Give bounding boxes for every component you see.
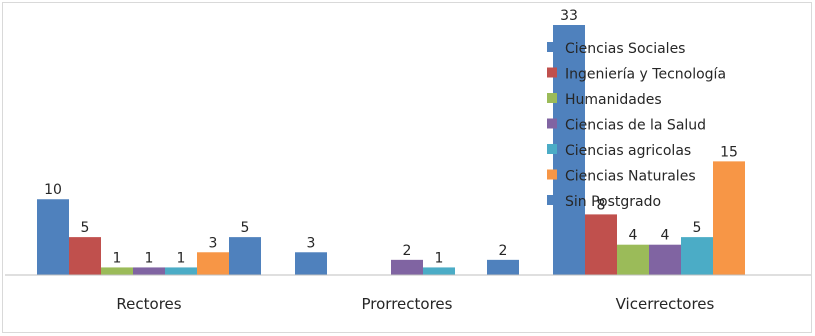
legend-swatch-ciencias-sociales	[547, 42, 557, 52]
chart-frame: 10 5 1 1 1 3 5 3 2 1 2 33 8 4 4 5 15 Rectores Prorrectore…	[2, 2, 812, 333]
data-label-ciencias-naturales-vicerrectores: 15	[720, 144, 738, 160]
legend-swatch-ciencias-agricolas	[547, 144, 557, 154]
data-label-ciencias-de-la-salud-prorrectores: 2	[403, 243, 412, 259]
legend-swatch-ciencias-de-la-salud	[547, 118, 557, 129]
category-label-vicerrectores: Vicerrectores	[616, 295, 715, 313]
bars-layer	[37, 25, 745, 275]
legend-swatch-ingenieria-y-tecnologia	[547, 67, 557, 78]
data-label-humanidades-vicerrectores: 4	[629, 228, 638, 244]
bar-ciencias-naturales-rectores	[197, 252, 229, 275]
legend-label-sin-postgrado: Sin Postgrado	[565, 194, 661, 210]
data-label-ciencias-sociales-vicerrectores: 33	[560, 8, 578, 24]
bar-humanidades-vicerrectores	[617, 244, 649, 275]
data-label-ciencias-de-la-salud-rectores: 1	[145, 250, 154, 266]
category-label-rectores: Rectores	[116, 295, 181, 313]
bar-humanidades-rectores	[101, 267, 133, 275]
data-label-ingenieria-y-tecnologia-rectores: 5	[81, 220, 90, 236]
bar-sin-postgrado-rectores	[229, 237, 261, 275]
legend-label-humanidades: Humanidades	[565, 92, 662, 108]
legend-label-ciencias-sociales: Ciencias Sociales	[565, 41, 685, 57]
category-labels-layer: Rectores Prorrectores Vicerrectores	[116, 295, 714, 313]
bar-chart: 10 5 1 1 1 3 5 3 2 1 2 33 8 4 4 5 15 Rectores Prorrectore…	[5, 8, 811, 313]
legend-label-ciencias-agricolas: Ciencias agricolas	[565, 143, 691, 159]
legend-label-ciencias-de-la-salud: Ciencias de la Salud	[565, 118, 706, 134]
legend-swatch-sin-postgrado	[547, 195, 557, 205]
bar-ciencias-naturales-vicerrectores	[713, 161, 745, 275]
legend: Ciencias Sociales Ingeniería y Tecnología…	[547, 41, 726, 210]
data-label-ciencias-de-la-salud-vicerrectores: 4	[661, 228, 670, 244]
bar-ingenieria-y-tecnologia-rectores	[69, 237, 101, 275]
data-label-sin-postgrado-prorrectores: 2	[499, 243, 508, 259]
bar-ciencias-sociales-vicerrectores	[553, 25, 585, 275]
data-label-ingenieria-y-tecnologia-vicerrectores: 8	[597, 197, 606, 213]
legend-swatch-humanidades	[547, 93, 557, 103]
data-label-ciencias-sociales-prorrectores: 3	[307, 235, 316, 251]
data-label-ciencias-naturales-rectores: 3	[209, 235, 218, 251]
legend-swatch-ciencias-naturales	[547, 169, 557, 180]
category-label-prorrectores: Prorrectores	[362, 295, 453, 313]
legend-label-ciencias-naturales: Ciencias Naturales	[565, 169, 696, 185]
data-label-humanidades-rectores: 1	[113, 250, 122, 266]
data-label-sin-postgrado-rectores: 5	[241, 220, 250, 236]
data-labels-layer: 10 5 1 1 1 3 5 3 2 1 2 33 8 4 4 5 15	[44, 8, 738, 266]
bar-ciencias-de-la-salud-vicerrectores	[649, 244, 681, 275]
bar-ciencias-de-la-salud-rectores	[133, 267, 165, 275]
bar-ciencias-sociales-prorrectores	[295, 252, 327, 275]
legend-label-ingenieria-y-tecnologia: Ingeniería y Tecnología	[565, 67, 726, 83]
data-label-ciencias-agricolas-vicerrectores: 5	[693, 220, 702, 236]
bar-ciencias-agricolas-vicerrectores	[681, 237, 713, 275]
bar-ciencias-agricolas-rectores	[165, 267, 197, 275]
data-label-ciencias-agricolas-prorrectores: 1	[435, 250, 444, 266]
data-label-ciencias-agricolas-rectores: 1	[177, 250, 186, 266]
bar-ciencias-agricolas-prorrectores	[423, 267, 455, 275]
bar-ciencias-de-la-salud-prorrectores	[391, 259, 423, 275]
bar-ciencias-sociales-rectores	[37, 199, 69, 275]
data-label-ciencias-sociales-rectores: 10	[44, 182, 62, 198]
bar-ingenieria-y-tecnologia-vicerrectores	[585, 214, 617, 275]
bar-sin-postgrado-prorrectores	[487, 259, 519, 275]
